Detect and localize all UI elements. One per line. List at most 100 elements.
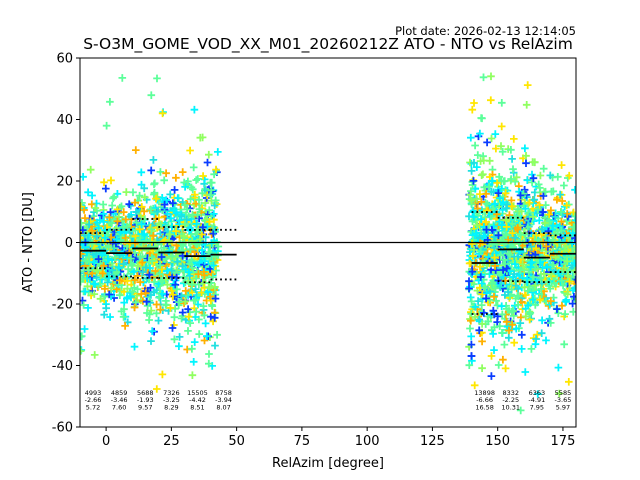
data-point (522, 101, 531, 109)
data-point (104, 242, 113, 251)
x-tick-label: 100 (355, 434, 380, 449)
data-point (198, 133, 207, 142)
data-point (558, 225, 567, 234)
data-point (123, 284, 132, 293)
data-point (205, 206, 214, 214)
data-point (518, 331, 526, 339)
x-tick-label: 150 (485, 434, 510, 449)
data-point (186, 146, 194, 155)
data-point (80, 332, 86, 340)
data-point (181, 287, 190, 295)
data-point (120, 305, 128, 313)
data-point (84, 288, 93, 297)
data-point (479, 232, 488, 240)
data-point (520, 283, 529, 292)
data-point (198, 224, 206, 233)
data-point (80, 296, 87, 305)
data-point (472, 229, 481, 237)
data-point (156, 305, 165, 314)
data-point (571, 186, 576, 194)
data-point (211, 225, 219, 234)
data-point (119, 313, 128, 321)
data-point (165, 237, 173, 245)
data-point (112, 267, 120, 276)
y-tick-label: -40 (52, 359, 73, 374)
data-point (506, 251, 514, 259)
data-point (195, 205, 204, 213)
data-point (568, 239, 576, 248)
data-point (170, 186, 179, 194)
data-point (529, 295, 537, 304)
data-point (149, 232, 158, 240)
data-point (507, 265, 515, 274)
data-point (130, 284, 139, 292)
data-point (500, 340, 509, 349)
data-point (545, 315, 554, 323)
data-point (109, 194, 117, 203)
data-point (209, 317, 217, 326)
data-point (534, 180, 543, 189)
data-point (130, 243, 138, 251)
data-point (191, 296, 200, 304)
data-point (527, 345, 536, 353)
data-point (155, 270, 164, 278)
data-point (509, 165, 517, 173)
data-point (506, 292, 514, 300)
data-point (502, 318, 511, 326)
data-point (171, 281, 180, 289)
data-point (496, 194, 504, 202)
data-point (525, 198, 534, 207)
data-point (198, 189, 207, 198)
data-point (495, 322, 504, 330)
data-point (469, 177, 478, 185)
data-point (85, 220, 93, 229)
data-point (546, 171, 555, 180)
data-point (556, 190, 564, 199)
data-point (515, 187, 523, 196)
data-point (167, 214, 175, 223)
data-point (498, 310, 507, 319)
data-point (214, 242, 223, 251)
data-point (138, 258, 147, 267)
data-point (521, 204, 530, 213)
data-point (146, 284, 155, 292)
data-point (168, 252, 177, 261)
data-point (510, 270, 518, 278)
data-point (198, 246, 206, 255)
data-point (549, 187, 558, 196)
data-point (532, 244, 540, 253)
data-point (487, 372, 496, 380)
data-point (476, 262, 484, 271)
data-point (132, 298, 140, 307)
bin-stat-label: -6.66 (476, 396, 493, 404)
data-point (99, 218, 108, 226)
data-point (145, 270, 154, 279)
data-point (88, 239, 96, 248)
data-point (147, 337, 155, 345)
data-point (477, 301, 486, 309)
data-point (199, 302, 208, 310)
data-point (123, 222, 132, 231)
data-point (156, 168, 165, 176)
data-point (493, 179, 501, 187)
data-point (470, 213, 478, 221)
bin-stat-label: 5.97 (556, 403, 570, 411)
data-point (152, 194, 160, 203)
data-point (508, 155, 516, 163)
data-point (477, 198, 486, 206)
data-point (499, 355, 507, 364)
data-point (512, 173, 521, 182)
data-point (186, 319, 194, 327)
data-point (548, 261, 557, 269)
data-point (482, 225, 491, 234)
data-point (179, 273, 188, 281)
data-point (132, 208, 140, 216)
overlay-lines (80, 211, 576, 315)
data-point (570, 292, 576, 301)
data-point (90, 290, 99, 298)
data-point (473, 204, 482, 213)
data-point (554, 269, 563, 277)
data-point (158, 370, 167, 379)
data-point (182, 215, 191, 224)
data-point (153, 207, 162, 216)
